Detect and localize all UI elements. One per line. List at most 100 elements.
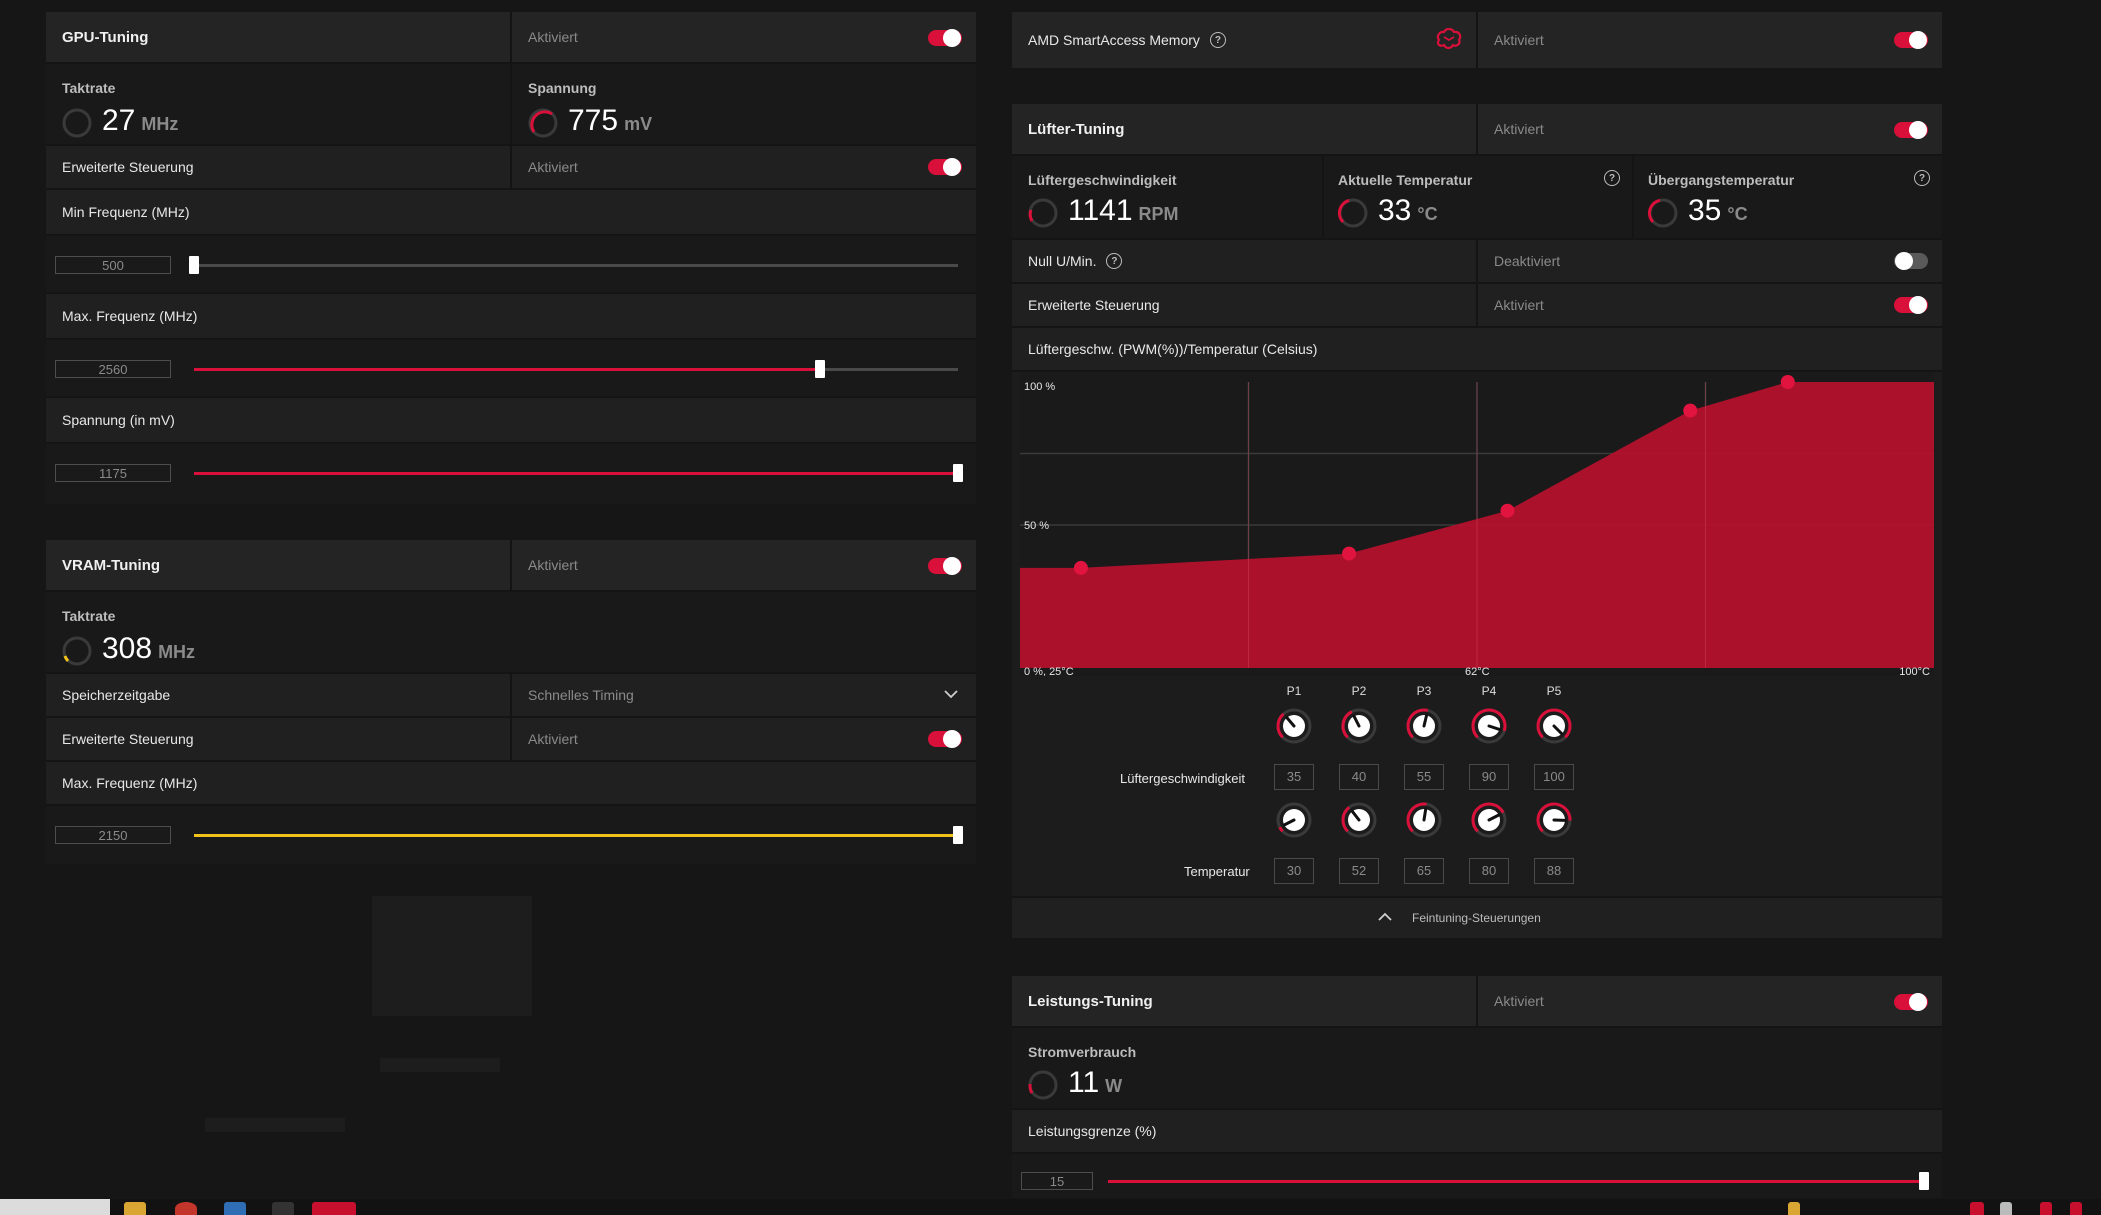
speed-knob-p1[interactable]	[1275, 707, 1313, 745]
gpu-voltage-input[interactable]: 1175	[55, 464, 171, 482]
amd-software-icon[interactable]	[312, 1202, 356, 1215]
smart-access-toggle[interactable]	[1894, 31, 1928, 49]
fan-speed-gauge-icon	[1028, 198, 1058, 228]
power-limit-thumb[interactable]	[1919, 1172, 1929, 1190]
temp-knob-p4[interactable]	[1470, 801, 1508, 839]
power-limit-track[interactable]	[1108, 1172, 1929, 1190]
gpu-voltage-label: Spannung	[528, 80, 597, 96]
vram-max-freq-track[interactable]	[194, 826, 963, 844]
chevron-down-icon[interactable]	[944, 689, 958, 699]
gpu-min-freq-track[interactable]	[189, 256, 958, 274]
temp-knob-p5[interactable]	[1535, 801, 1573, 839]
junction-temp-number: 35	[1688, 194, 1722, 227]
temp-knob-p3[interactable]	[1405, 801, 1443, 839]
fan-curve-svg[interactable]: 100 % 50 % 0 %, 25°C 62°C 100°C	[1020, 372, 1934, 678]
chart-point-p3[interactable]	[1500, 503, 1515, 518]
speed-knob-p2[interactable]	[1340, 707, 1378, 745]
terminal-icon[interactable]	[272, 1202, 294, 1215]
vram-tuning-title: VRAM-Tuning	[62, 556, 161, 574]
help-icon[interactable]: ?	[1914, 170, 1930, 186]
speed-value-p4[interactable]: 90	[1469, 764, 1509, 790]
gpu-max-freq-thumb[interactable]	[815, 360, 826, 378]
fan-speed-label: Lüftergeschwindigkeit	[1028, 172, 1177, 188]
gpu-voltage-number: 775	[568, 104, 619, 137]
gpu-voltage-thumb[interactable]	[953, 464, 963, 482]
temp-value-p5[interactable]: 88	[1534, 858, 1574, 884]
fan-advanced-row: Erweiterte Steuerung Aktiviert	[1012, 284, 1942, 328]
vram-max-freq-slider-row: 2150	[46, 806, 976, 864]
folder-icon[interactable]	[124, 1202, 146, 1215]
browser-icon[interactable]	[175, 1202, 197, 1215]
speed-value-p2[interactable]: 40	[1339, 764, 1379, 790]
fan-curve-label: Lüftergeschw. (PWM(%))/Temperatur (Celsi…	[1028, 341, 1318, 357]
gpu-metrics-row: Taktrate 27 MHz Spannung 775 mV	[46, 64, 976, 146]
gpu-min-freq-input[interactable]: 500	[55, 256, 171, 274]
gpu-tuning-state: Aktiviert	[528, 29, 578, 45]
speed-value-p1[interactable]: 35	[1274, 764, 1314, 790]
speed-knob-p4[interactable]	[1470, 707, 1508, 745]
chart-point-p2[interactable]	[1342, 546, 1357, 561]
vram-advanced-toggle[interactable]	[928, 730, 962, 748]
zero-rpm-state: Deaktiviert	[1494, 253, 1561, 269]
help-icon[interactable]: ?	[1209, 32, 1226, 48]
temp-knob-p2[interactable]	[1340, 801, 1378, 839]
power-limit-label-row: Leistungsgrenze (%)	[1012, 1110, 1942, 1154]
temp-value-p1[interactable]: 30	[1274, 858, 1314, 884]
tray-amd-icon[interactable]	[1970, 1202, 1984, 1215]
gpu-voltage-label-row: Spannung (in mV)	[46, 398, 976, 444]
gpu-min-freq-thumb[interactable]	[189, 256, 199, 274]
gpu-voltage-slider-label: Spannung (in mV)	[62, 412, 175, 428]
app-icon[interactable]	[224, 1202, 246, 1215]
speed-value-p5[interactable]: 100	[1534, 764, 1574, 790]
vram-tuning-toggle[interactable]	[928, 557, 962, 575]
fine-tuning-row[interactable]: Feintuning-Steuerungen	[1012, 896, 1942, 938]
power-usage-unit: W	[1105, 1076, 1123, 1096]
vram-timing-row: Speicherzeitgabe Schnelles Timing	[46, 674, 976, 718]
fan-metrics-row: Lüftergeschwindigkeit 1141 RPM Aktuelle T…	[1012, 156, 1942, 240]
gpu-max-freq-track[interactable]	[194, 360, 958, 378]
gpu-voltage-track[interactable]	[194, 464, 963, 482]
fan-tuning-toggle[interactable]	[1894, 121, 1928, 139]
chart-y-tick-100: 100 %	[1024, 381, 1055, 393]
power-tuning-toggle[interactable]	[1894, 993, 1928, 1011]
speed-knob-p3[interactable]	[1405, 707, 1443, 745]
temp-knob-p1[interactable]	[1275, 801, 1313, 839]
speed-value-p3[interactable]: 55	[1404, 764, 1444, 790]
tray-network-icon[interactable]	[2000, 1202, 2012, 1215]
speed-knob-p5[interactable]	[1535, 707, 1573, 745]
zero-rpm-toggle[interactable]	[1894, 252, 1928, 270]
gpu-clock-unit: MHz	[141, 114, 179, 134]
power-limit-input[interactable]: 15	[1021, 1172, 1093, 1190]
gpu-max-freq-label-row: Max. Frequenz (MHz)	[46, 294, 976, 340]
chevron-up-icon[interactable]	[1378, 912, 1392, 922]
fan-advanced-toggle[interactable]	[1894, 296, 1928, 314]
gpu-tuning-toggle[interactable]	[928, 29, 962, 47]
current-temp-number: 33	[1378, 194, 1412, 227]
vram-max-freq-thumb[interactable]	[953, 826, 963, 844]
gpu-advanced-toggle[interactable]	[928, 158, 962, 176]
taskbar-search-box[interactable]	[0, 1199, 110, 1215]
tray-notification-icon[interactable]	[1788, 1202, 1800, 1215]
junction-temp-value: 35 °C	[1688, 194, 1748, 228]
vram-max-freq-input[interactable]: 2150	[55, 826, 171, 844]
gpu-max-freq-input[interactable]: 2560	[55, 360, 171, 378]
chart-point-p4[interactable]	[1683, 403, 1698, 418]
vram-timing-select[interactable]: Schnelles Timing	[510, 674, 976, 716]
tray-clock-icon[interactable]	[2070, 1202, 2082, 1215]
gpu-max-freq-slider-row: 2560	[46, 340, 976, 398]
knob-header-p1: P1	[1286, 684, 1302, 698]
temp-value-p4[interactable]: 80	[1469, 858, 1509, 884]
tray-volume-icon[interactable]	[2040, 1202, 2052, 1215]
gpu-advanced-label: Erweiterte Steuerung	[62, 159, 194, 175]
fan-curve-chart[interactable]: 100 % 50 % 0 %, 25°C 62°C 100°C	[1020, 372, 1934, 678]
help-icon[interactable]: ?	[1106, 253, 1123, 269]
chart-point-p5[interactable]	[1780, 375, 1795, 389]
fan-tuning-header: Lüfter-Tuning Aktiviert	[1012, 104, 1942, 156]
help-icon[interactable]: ?	[1604, 170, 1620, 186]
temp-value-p2[interactable]: 52	[1339, 858, 1379, 884]
current-temp-gauge-icon	[1338, 198, 1368, 228]
temp-value-p3[interactable]: 65	[1404, 858, 1444, 884]
vram-max-freq-fill	[194, 834, 958, 837]
fan-tuning-state: Aktiviert	[1494, 121, 1544, 137]
chart-point-p1[interactable]	[1073, 560, 1088, 575]
